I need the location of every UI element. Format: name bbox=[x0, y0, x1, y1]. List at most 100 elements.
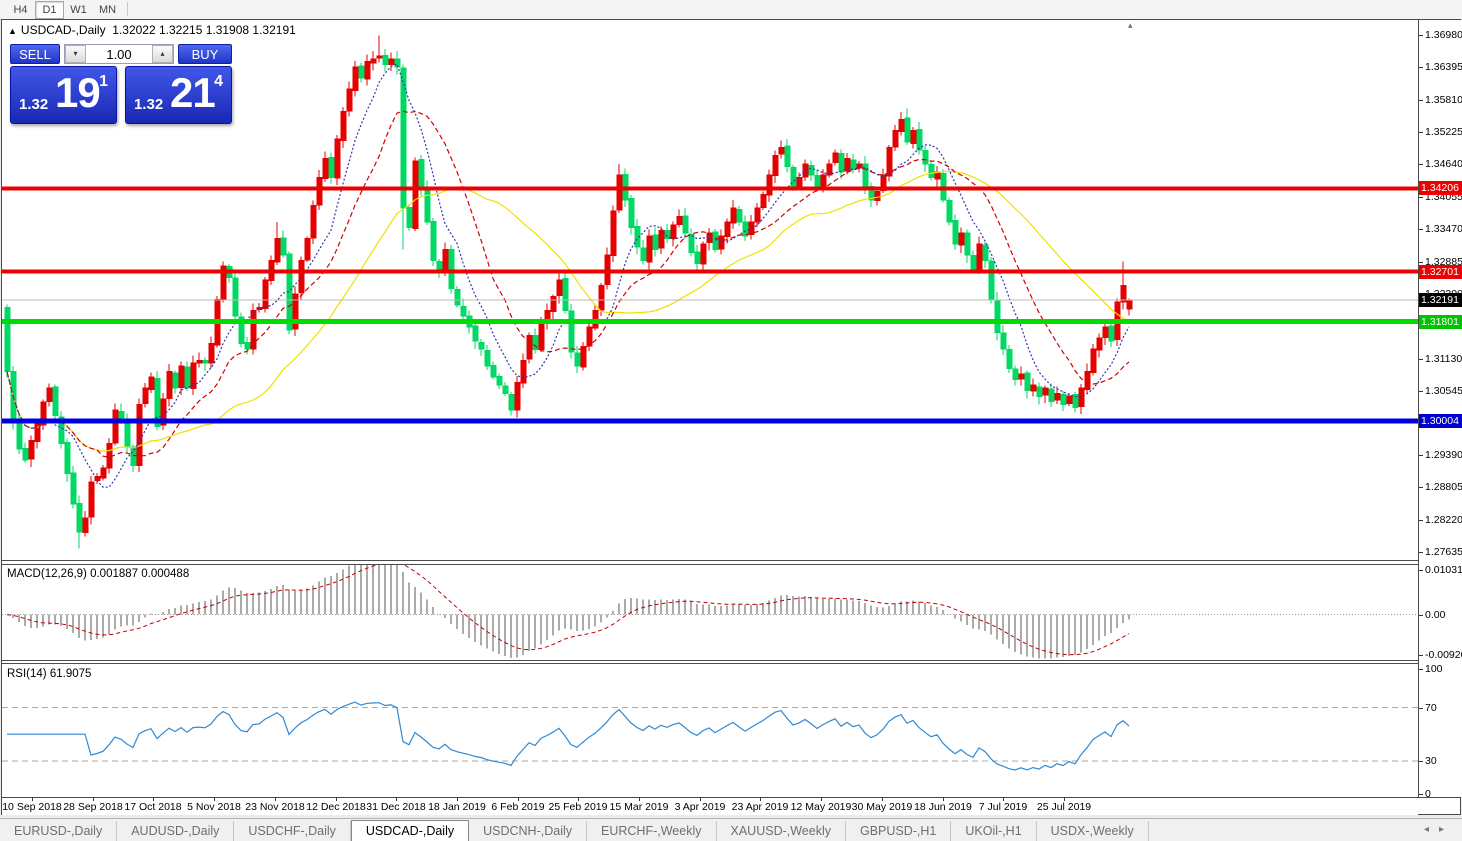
chart-tab-usdcnh-daily[interactable]: USDCNH-,Daily bbox=[469, 821, 588, 841]
tab-scroll-arrows: ◂ ▸ bbox=[1414, 824, 1444, 835]
candle bbox=[484, 344, 491, 371]
candle bbox=[574, 346, 581, 374]
date-label: 15 Mar 2019 bbox=[609, 801, 669, 813]
timeframe-toolbar: H4 D1 W1 MN bbox=[0, 0, 1462, 20]
candle bbox=[928, 160, 935, 181]
indicator-axis-tick-mark bbox=[1419, 794, 1423, 795]
candle bbox=[64, 438, 71, 482]
candle bbox=[526, 332, 533, 364]
price-axis-tick: 1.30545 bbox=[1425, 385, 1462, 397]
sell-price-box[interactable]: 1.32 19 1 bbox=[10, 66, 117, 124]
tab-scroll-left-icon[interactable]: ◂ bbox=[1423, 824, 1429, 835]
chart-tab-gbpusd-h1[interactable]: GBPUSD-,H1 bbox=[846, 821, 952, 841]
candle bbox=[1048, 383, 1055, 408]
candle bbox=[1096, 333, 1103, 358]
candle bbox=[694, 244, 701, 270]
candle bbox=[100, 465, 107, 481]
timeframe-mn-button[interactable]: MN bbox=[98, 4, 117, 16]
panel-separator[interactable] bbox=[2, 560, 1460, 561]
panel-separator bbox=[2, 797, 1460, 798]
candle bbox=[196, 352, 203, 368]
sell-button[interactable]: SELL bbox=[10, 44, 60, 64]
level-price-label[interactable]: 1.30004 bbox=[1419, 414, 1462, 428]
date-tick-mark bbox=[578, 798, 579, 801]
candle bbox=[946, 197, 953, 226]
chart-tab-bar: EURUSD-,Daily AUDUSD-,Daily USDCHF-,Daily U… bbox=[0, 818, 1462, 841]
level-price-label[interactable]: 1.34206 bbox=[1419, 181, 1462, 195]
date-tick-mark bbox=[1003, 798, 1004, 801]
level-price-label[interactable]: 1.31801 bbox=[1419, 315, 1462, 329]
date-tick-mark bbox=[760, 798, 761, 801]
date-label: 6 Feb 2019 bbox=[491, 801, 545, 813]
candle bbox=[34, 421, 41, 449]
date-tick-mark bbox=[214, 798, 215, 801]
indicator-axis-tick: 0.010311 bbox=[1425, 564, 1462, 576]
chart-tab-usdchf-daily[interactable]: USDCHF-,Daily bbox=[234, 821, 351, 841]
indicator-axis-tick: 30 bbox=[1425, 755, 1437, 767]
timeframe-d1-button[interactable]: D1 bbox=[35, 1, 64, 19]
candle bbox=[1072, 392, 1079, 413]
current-price-label[interactable]: 1.32191 bbox=[1419, 293, 1462, 307]
chart-region: ▲ USDCAD-,Daily 1.32022 1.32215 1.31908 1… bbox=[1, 19, 1462, 815]
chart-tab-xauusd-weekly[interactable]: XAUUSD-,Weekly bbox=[717, 821, 846, 841]
volume-spinner: ▾ 1.00 ▴ bbox=[64, 44, 174, 64]
candle bbox=[40, 399, 47, 430]
chart-tab-eurusd-daily[interactable]: EURUSD-,Daily bbox=[0, 821, 118, 841]
rsi-line bbox=[7, 701, 1130, 771]
level-price-label[interactable]: 1.32701 bbox=[1419, 265, 1462, 279]
buy-price-big: 21 bbox=[170, 69, 216, 116]
candle bbox=[742, 215, 749, 241]
chart-tab-usdx-weekly[interactable]: USDX-,Weekly bbox=[1037, 821, 1149, 841]
candle bbox=[532, 328, 539, 354]
buy-price-box[interactable]: 1.32 21 4 bbox=[125, 66, 232, 124]
panel-separator bbox=[2, 564, 1460, 565]
candle bbox=[754, 203, 761, 227]
candle bbox=[256, 302, 263, 313]
indicator-axis-tick: 0 bbox=[1425, 788, 1431, 800]
candle bbox=[562, 272, 569, 314]
timeframe-w1-button[interactable]: W1 bbox=[70, 4, 87, 16]
tab-scroll-right-icon[interactable]: ▸ bbox=[1438, 824, 1444, 835]
price-axis-tick: 1.28220 bbox=[1425, 514, 1462, 526]
candle bbox=[1102, 320, 1109, 346]
collapse-icon[interactable]: ▲ bbox=[8, 26, 17, 36]
candle bbox=[106, 437, 113, 474]
candle bbox=[664, 224, 671, 243]
candle bbox=[1054, 386, 1061, 404]
price-axis-tick-mark bbox=[1419, 67, 1423, 68]
chart-tab-audusd-daily[interactable]: AUDUSD-,Daily bbox=[117, 821, 235, 841]
buy-button[interactable]: BUY bbox=[178, 44, 232, 64]
volume-input[interactable]: 1.00 bbox=[106, 47, 132, 62]
candle bbox=[1036, 382, 1043, 405]
candle bbox=[964, 229, 971, 263]
scroll-end-icon[interactable]: ▴ bbox=[1128, 20, 1133, 30]
price-axis-tick-mark bbox=[1419, 520, 1423, 521]
chart-tab-eurchf-weekly[interactable]: EURCHF-,Weekly bbox=[587, 821, 717, 841]
candle bbox=[346, 81, 353, 117]
panel-separator[interactable] bbox=[2, 660, 1460, 661]
volume-increase-button[interactable]: ▴ bbox=[152, 45, 173, 63]
candle bbox=[772, 150, 779, 183]
indicator-axis-tick: 70 bbox=[1425, 702, 1437, 714]
candle bbox=[988, 256, 995, 304]
candle bbox=[448, 245, 455, 294]
candle bbox=[934, 166, 941, 187]
chart-tab-ukoil-h1[interactable]: UKOil-,H1 bbox=[951, 821, 1037, 841]
price-axis: 1.36980 1.36395 1.35810 1.35225 1.34640 1.340… bbox=[1419, 20, 1462, 800]
candle bbox=[580, 341, 587, 371]
candle bbox=[1066, 393, 1073, 407]
candle bbox=[298, 256, 305, 301]
candle bbox=[766, 169, 773, 202]
timeframe-h4-button[interactable]: H4 bbox=[13, 4, 28, 16]
chart-tab-usdcad-daily[interactable]: USDCAD-,Daily bbox=[350, 820, 470, 841]
volume-decrease-button[interactable]: ▾ bbox=[65, 45, 86, 63]
price-axis-tick-mark bbox=[1419, 262, 1423, 263]
sell-price-big: 19 bbox=[55, 69, 101, 116]
price-axis-tick: 1.29390 bbox=[1425, 449, 1462, 461]
rsi-indicator-chart bbox=[2, 701, 1418, 771]
date-label: 12 Dec 2018 bbox=[306, 801, 366, 813]
date-label: 18 Jun 2019 bbox=[914, 801, 972, 813]
indicator-axis-tick: 0.00 bbox=[1425, 609, 1446, 621]
candle bbox=[334, 134, 341, 185]
price-axis-tick-mark bbox=[1419, 391, 1423, 392]
